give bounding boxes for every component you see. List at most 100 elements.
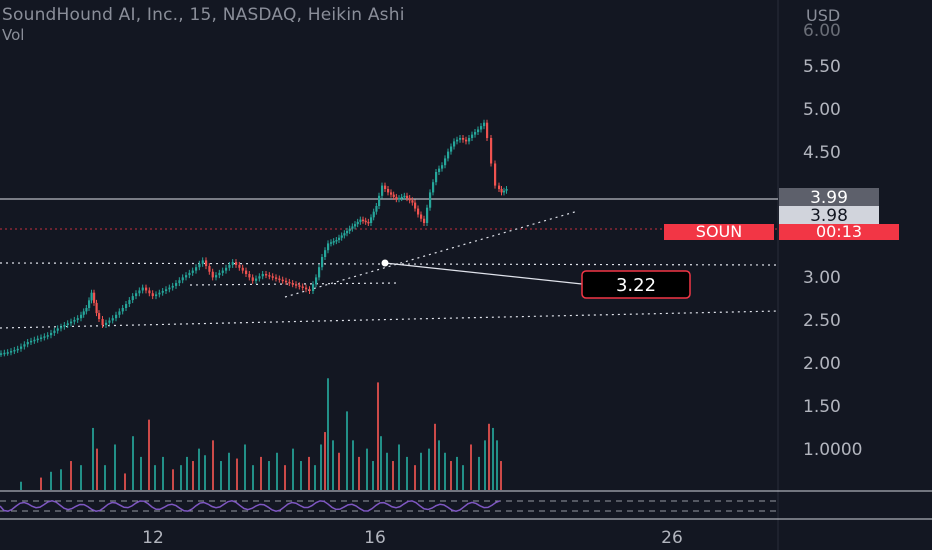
annotation-anchor-point <box>381 259 389 267</box>
candle-body <box>88 300 91 308</box>
candle-body <box>308 289 311 291</box>
candle-body <box>444 158 447 166</box>
candle-body <box>56 328 59 331</box>
candle-body <box>486 122 489 138</box>
candle-body <box>258 276 261 279</box>
candle-body <box>20 346 23 349</box>
volume-bar <box>244 444 246 490</box>
candle-body <box>50 332 53 336</box>
volume-bar <box>386 452 388 490</box>
candle-body <box>468 138 471 142</box>
candle-body <box>251 277 254 281</box>
volume-bar <box>470 444 472 490</box>
candle-body <box>191 270 194 273</box>
candle-body <box>462 138 465 140</box>
candle-body <box>30 340 33 343</box>
candle-body <box>235 262 238 265</box>
candle-body <box>372 211 375 218</box>
candle-body <box>98 313 101 320</box>
volume-bar <box>500 461 502 490</box>
candle-body <box>406 195 409 199</box>
volume-bar <box>414 465 416 490</box>
volume-bar <box>406 456 408 490</box>
volume-bar <box>198 448 200 490</box>
candle-body <box>13 349 16 352</box>
candle-body <box>364 220 367 223</box>
candle-body <box>23 344 26 347</box>
candle-body <box>459 138 462 140</box>
volume-bar <box>352 440 354 490</box>
candle-body <box>241 267 244 271</box>
volume-bar <box>372 461 374 490</box>
candle-body <box>477 129 480 133</box>
volume-bar <box>132 436 134 490</box>
candle-body <box>398 198 401 200</box>
volume-bar <box>496 440 498 490</box>
volume-bar <box>308 456 310 490</box>
candle-body <box>43 336 46 338</box>
candle-body <box>359 219 362 222</box>
candle-body <box>275 277 278 279</box>
volume-bar <box>192 461 194 490</box>
time-tick-label: 26 <box>661 528 683 548</box>
candle-body <box>423 218 426 223</box>
candle-body <box>480 126 483 130</box>
candle-body <box>414 202 417 209</box>
candle-body <box>362 219 365 222</box>
candle-body <box>36 338 39 341</box>
candle-body <box>90 292 93 301</box>
candle-body <box>121 308 124 312</box>
candle-body <box>181 277 184 281</box>
candle-body <box>471 134 474 138</box>
candle-body <box>505 189 508 191</box>
candle-body <box>503 190 506 193</box>
candle-body <box>231 262 234 265</box>
candle-body <box>375 206 378 212</box>
candle-body <box>218 272 221 276</box>
rsi-line <box>0 499 501 513</box>
candle-body <box>291 283 294 285</box>
candle-body <box>95 302 98 314</box>
candle-body <box>138 290 141 294</box>
volume-bar <box>96 448 98 490</box>
last-price-badge-text: 3.98 <box>810 206 848 226</box>
candle-body <box>324 250 327 257</box>
candle-body <box>115 314 118 319</box>
countdown-badge <box>779 224 899 240</box>
price-tick-label: 2.00 <box>803 354 841 374</box>
volume-indicator-label[interactable]: Vol <box>2 26 25 44</box>
candle-body <box>278 278 281 281</box>
volume-bar <box>492 427 494 490</box>
volume-bar <box>20 481 22 490</box>
candle-body <box>281 279 284 282</box>
candle-body <box>10 351 13 353</box>
volume-bar <box>438 440 440 490</box>
price-tick-label: 2.50 <box>803 311 841 331</box>
candle-body <box>185 275 188 278</box>
candle-body <box>381 185 384 196</box>
candle-body <box>301 286 304 288</box>
volume-bar <box>162 456 164 490</box>
candle-body <box>367 221 370 224</box>
candle-body <box>255 278 258 281</box>
volume-bar <box>398 444 400 490</box>
volume-bar <box>300 461 302 490</box>
consolidation-line <box>189 282 399 286</box>
candle-body <box>178 280 181 284</box>
price-tick-label: 4.50 <box>803 143 841 163</box>
candle-body <box>403 195 406 198</box>
candle-body <box>101 319 104 325</box>
candle-body <box>490 138 493 164</box>
candle-body <box>332 241 335 243</box>
volume-bar <box>327 378 329 490</box>
volume-bar <box>260 456 262 490</box>
countdown-badge-text: 00:13 <box>816 222 862 241</box>
candle-body <box>498 185 501 189</box>
volume-bar <box>268 461 270 490</box>
candle-body <box>128 300 131 305</box>
candle-body <box>318 267 321 278</box>
candle-body <box>168 287 171 290</box>
volume-bar <box>92 427 94 490</box>
candle-body <box>155 294 158 297</box>
